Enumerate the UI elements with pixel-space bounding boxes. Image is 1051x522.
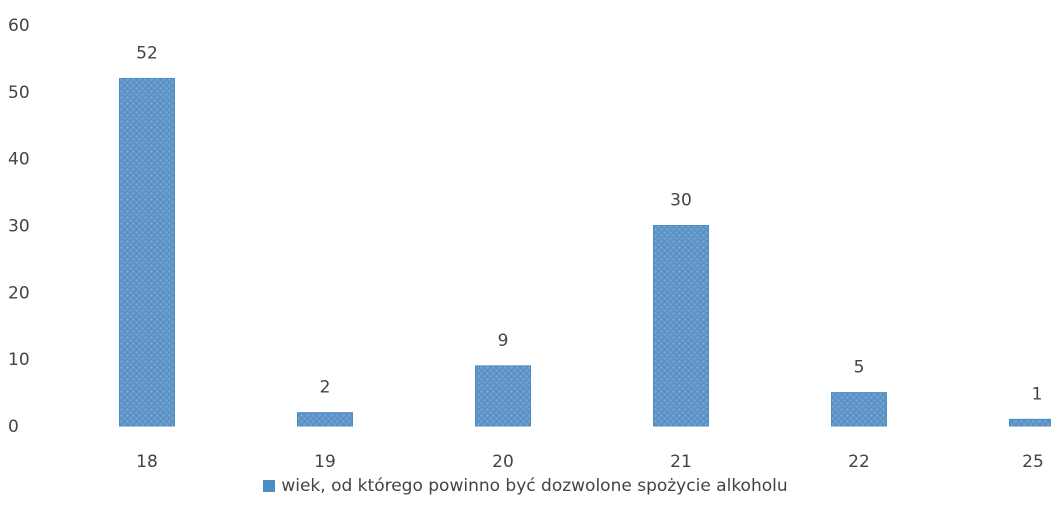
x-tick-label-25: 25 bbox=[1022, 452, 1044, 472]
y-tick-label: 60 bbox=[8, 16, 30, 36]
bar-21 bbox=[653, 225, 709, 427]
y-axis: 0 10 20 30 40 50 60 bbox=[8, 16, 30, 437]
y-tick-label: 0 bbox=[8, 417, 19, 437]
x-tick-label-21: 21 bbox=[670, 452, 692, 472]
bar-18 bbox=[119, 77, 175, 427]
x-tick-label-19: 19 bbox=[314, 452, 336, 472]
x-tick-label-20: 20 bbox=[492, 452, 514, 472]
bar-22 bbox=[831, 392, 887, 427]
data-label-18: 52 bbox=[136, 43, 158, 63]
y-tick-label: 20 bbox=[8, 283, 30, 303]
x-axis: 18 19 20 21 22 25 bbox=[136, 452, 1044, 472]
bar-20 bbox=[475, 365, 531, 427]
y-tick-label: 40 bbox=[8, 150, 30, 170]
y-tick-label: 50 bbox=[8, 83, 30, 103]
legend-label: wiek, od którego powinno być dozwolone s… bbox=[281, 476, 788, 496]
data-label-20: 9 bbox=[498, 331, 509, 351]
data-label-22: 5 bbox=[854, 358, 865, 378]
bar-25 bbox=[1009, 418, 1051, 427]
legend-swatch bbox=[263, 480, 276, 492]
legend: wiek, od którego powinno być dozwolone s… bbox=[0, 476, 1051, 496]
data-label-19: 2 bbox=[320, 378, 331, 398]
y-tick-label: 10 bbox=[8, 350, 30, 370]
x-tick-label-18: 18 bbox=[136, 452, 158, 472]
bar-19 bbox=[297, 412, 353, 427]
data-label-25: 1 bbox=[1032, 384, 1043, 404]
bars-group bbox=[119, 77, 1051, 427]
data-label-21: 30 bbox=[670, 191, 692, 211]
x-tick-label-22: 22 bbox=[848, 452, 870, 472]
y-tick-label: 30 bbox=[8, 217, 30, 237]
